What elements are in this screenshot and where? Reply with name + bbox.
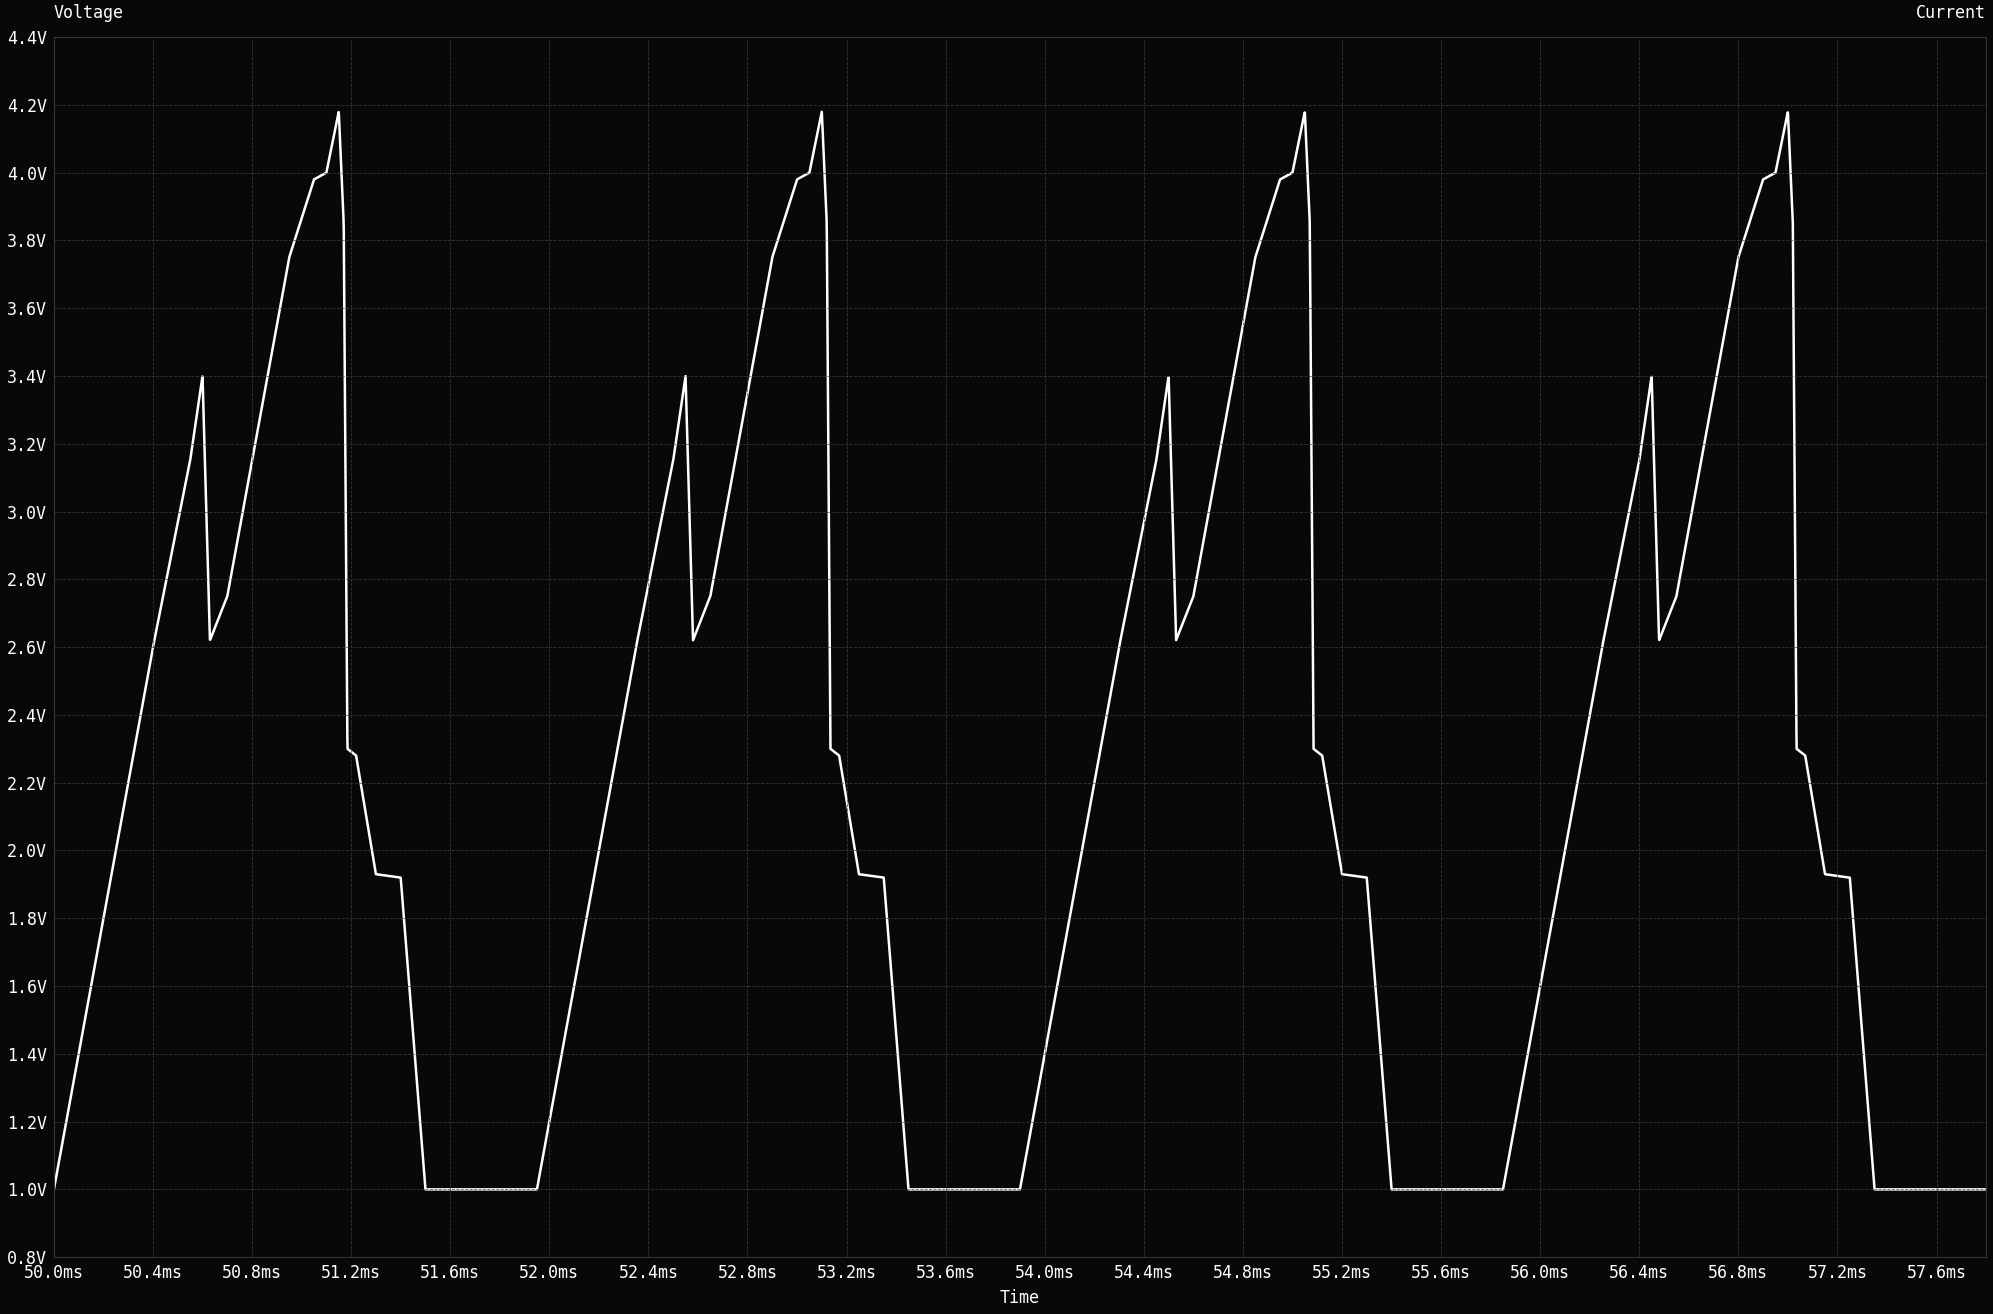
- X-axis label: Time: Time: [1000, 1289, 1040, 1307]
- Text: Voltage: Voltage: [54, 4, 124, 22]
- Text: Current: Current: [1915, 4, 1987, 22]
